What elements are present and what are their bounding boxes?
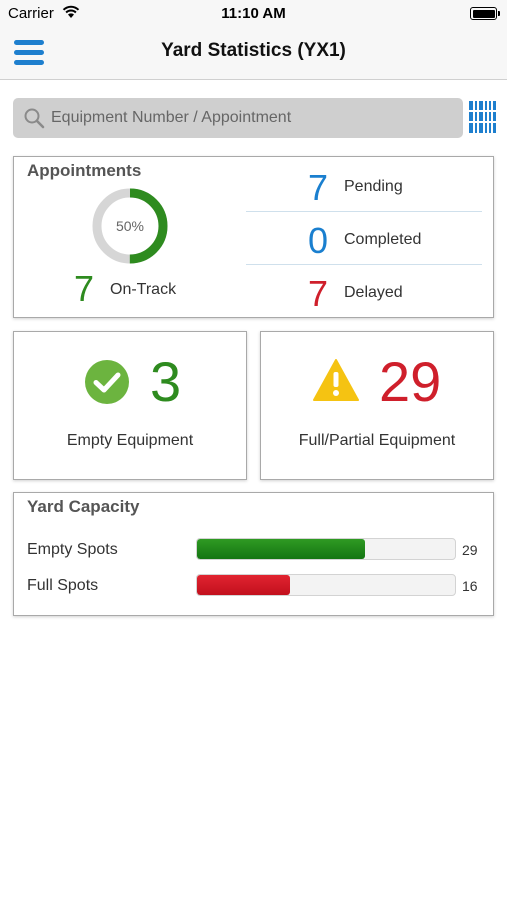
pending-row[interactable]: 7 Pending bbox=[246, 159, 482, 212]
page-title: Yard Statistics (YX1) bbox=[161, 40, 346, 61]
hamburger-menu-icon[interactable] bbox=[14, 40, 44, 66]
barcode-icon[interactable] bbox=[469, 101, 496, 133]
full-spots-bar-fill bbox=[197, 575, 290, 595]
yard-capacity-title: Yard Capacity bbox=[27, 497, 140, 516]
on-track-donut-arc bbox=[92, 188, 168, 264]
search-icon bbox=[24, 108, 45, 129]
appointments-card[interactable]: Appointments 50% 7 On-Track 7 Pending 0 … bbox=[13, 156, 494, 318]
checkmark-circle-icon bbox=[85, 360, 129, 404]
delayed-row[interactable]: 7 Delayed bbox=[246, 265, 482, 318]
empty-equipment-label: Empty Equipment bbox=[66, 432, 194, 449]
empty-spots-value: 29 bbox=[462, 542, 478, 558]
empty-equipment-card[interactable]: 3 Empty Equipment bbox=[13, 331, 247, 480]
empty-spots-bar-fill bbox=[197, 539, 365, 559]
donut-percent-label: 50% bbox=[115, 218, 145, 234]
on-track-count: 7 bbox=[74, 268, 95, 309]
completed-row[interactable]: 0 Completed bbox=[246, 212, 482, 265]
completed-label: Completed bbox=[344, 231, 422, 248]
battery-icon bbox=[470, 7, 500, 20]
wifi-icon bbox=[62, 5, 80, 18]
status-bar: Carrier 11:10 AM bbox=[0, 0, 507, 28]
navigation-bar: Yard Statistics (YX1) bbox=[0, 28, 507, 80]
status-time: 11:10 AM bbox=[221, 5, 286, 22]
full-equipment-label: Full/Partial Equipment bbox=[298, 432, 456, 449]
carrier-label: Carrier bbox=[8, 5, 54, 22]
on-track-label: On-Track bbox=[110, 281, 177, 298]
full-equipment-count: 29 bbox=[379, 350, 442, 413]
empty-spots-label: Empty Spots bbox=[27, 541, 118, 558]
on-track-donut-chart bbox=[92, 188, 168, 264]
full-equipment-card[interactable]: 29 Full/Partial Equipment bbox=[260, 331, 494, 480]
delayed-count: 7 bbox=[308, 273, 329, 314]
empty-equipment-count: 3 bbox=[150, 350, 182, 413]
empty-spots-bar bbox=[196, 538, 456, 560]
completed-count: 0 bbox=[308, 220, 329, 261]
full-spots-bar bbox=[196, 574, 456, 596]
pending-label: Pending bbox=[344, 178, 403, 195]
search-bar[interactable] bbox=[13, 98, 463, 138]
warning-triangle-icon bbox=[313, 359, 359, 401]
full-spots-value: 16 bbox=[462, 578, 478, 594]
search-input[interactable] bbox=[51, 98, 451, 138]
appointments-title: Appointments bbox=[27, 161, 142, 180]
full-spots-label: Full Spots bbox=[27, 577, 99, 594]
pending-count: 7 bbox=[308, 167, 329, 208]
delayed-label: Delayed bbox=[344, 284, 403, 301]
yard-capacity-card[interactable]: Yard Capacity Empty Spots 29 Full Spots … bbox=[13, 492, 494, 616]
